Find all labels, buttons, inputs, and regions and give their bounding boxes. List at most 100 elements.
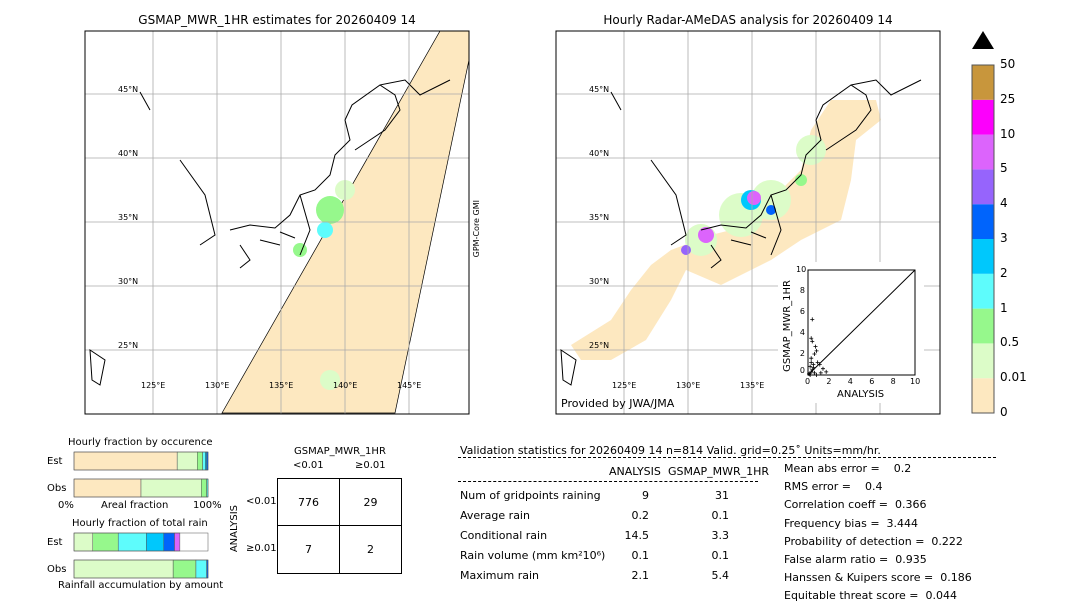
lat-label: 40°N	[589, 149, 610, 158]
bar-frame	[73, 451, 209, 471]
scatter-point	[808, 364, 813, 369]
x-tick: 8	[890, 377, 896, 386]
lat-label: 25°N	[118, 341, 139, 350]
lat-label: 45°N	[118, 85, 139, 94]
est-label: Est	[47, 456, 63, 467]
fraction-segment	[201, 478, 207, 498]
credit: Provided by JWA/JMA	[561, 397, 675, 410]
fraction-segment	[73, 532, 94, 552]
fraction-segment	[92, 532, 119, 552]
rain-area	[751, 180, 791, 220]
colorbar-segment	[972, 343, 994, 379]
x-tick: 4	[847, 377, 853, 386]
fraction-segment	[172, 559, 197, 579]
tick-100: 100%	[193, 500, 222, 511]
lat-label: 25°N	[589, 341, 610, 350]
lat-label: 30°N	[589, 277, 610, 286]
lon-label: 135°E	[740, 381, 765, 390]
scatter-point	[812, 370, 817, 375]
colorbar-segment	[972, 273, 994, 309]
scatter-point	[810, 339, 815, 344]
stat-label: Num of gridpoints raining	[460, 489, 601, 502]
scatter-point	[824, 369, 829, 374]
rain-area	[320, 370, 340, 390]
y-tick: 0	[799, 366, 805, 375]
scatter-point	[811, 365, 816, 370]
fraction-segment	[117, 532, 147, 552]
lat-label: 35°N	[118, 213, 139, 222]
divider	[458, 457, 996, 458]
row-axis-label: ANALYSIS	[229, 505, 240, 553]
cell-11: 2	[339, 525, 402, 574]
colorbar-segment	[972, 239, 994, 274]
rain-fraction-title: Hourly fraction of total rain	[72, 518, 208, 529]
fraction-segment	[195, 559, 207, 579]
score: Frequency bias = 3.444	[784, 516, 919, 530]
scatter-point	[817, 362, 822, 367]
row-label-2: ≥0.01	[246, 543, 277, 554]
colorbar-frame	[971, 64, 995, 414]
stat-value: 0.2	[631, 509, 650, 522]
lon-label: 125°E	[612, 381, 637, 390]
fraction-segment	[176, 451, 198, 471]
x-tick: 6	[869, 377, 875, 386]
stat-value: 0.1	[711, 509, 730, 522]
colorbar-tick: 3	[1000, 231, 1008, 245]
scatter-point	[809, 356, 814, 361]
stat-value: 0.1	[631, 549, 650, 562]
colorbar-tick: 2	[1000, 265, 1008, 280]
colorbar-segment	[972, 65, 994, 100]
left-map-title: GSMAP_MWR_1HR estimates for 20260409 14	[138, 13, 416, 27]
fraction-segment	[146, 532, 165, 552]
cell-01: 29	[339, 478, 402, 526]
colorbar-tick: 0.01	[1000, 370, 1027, 385]
score: Equitable threat score = 0.044	[784, 589, 957, 603]
right-map-title: Hourly Radar-AMeDAS analysis for 2026040…	[603, 13, 893, 27]
lat-label: 45°N	[589, 85, 610, 94]
score: False alarm ratio = 0.935	[784, 553, 927, 566]
rain-area	[316, 196, 344, 224]
rain-area	[317, 222, 333, 238]
fraction-segment	[202, 451, 206, 471]
lon-label: 135°E	[269, 381, 294, 390]
x-tick: 2	[826, 377, 832, 386]
rain-area	[766, 205, 776, 215]
scatter-point	[818, 370, 823, 375]
colorbar-tick: 25	[1000, 91, 1016, 106]
rain-area	[681, 245, 691, 255]
scatter-point	[809, 336, 814, 341]
y-tick: 4	[799, 328, 805, 337]
fraction-segment	[163, 532, 175, 552]
lon-label: 130°E	[205, 381, 230, 390]
rain-area	[795, 174, 807, 186]
scatter-point	[810, 317, 815, 322]
scatter-point	[809, 369, 814, 374]
scatter-point	[815, 360, 820, 365]
stat-label: Rain volume (mm km²10⁶)	[460, 549, 606, 562]
score: Probability of detection = 0.222	[784, 534, 963, 548]
scatter-point	[812, 352, 817, 356]
map-frame	[555, 30, 941, 415]
stat-value: 9	[642, 489, 649, 502]
scatter-point	[813, 344, 818, 349]
colorbar-segment	[972, 169, 994, 205]
coastline	[89, 79, 451, 386]
lon-label: 130°E	[676, 381, 701, 390]
stats-header: Validation statistics for 20260409 14 n=…	[460, 444, 881, 457]
stat-value: 14.5	[624, 529, 650, 542]
coastline	[560, 79, 922, 386]
sensor-label: GPM-Core GMI	[472, 200, 481, 258]
colorbar-tick: 0.5	[1000, 335, 1020, 350]
areal-label: Areal fraction	[101, 500, 169, 511]
bar-frame	[73, 559, 209, 579]
col-label-1: <0.01	[293, 460, 324, 471]
rain-accum-label: Rainfall accumulation by amount	[58, 580, 224, 591]
scatter-point	[809, 360, 814, 365]
fraction-segment	[73, 478, 142, 498]
rain-area	[747, 191, 761, 205]
stat-value: 3.3	[711, 529, 730, 542]
colorbar-segment	[972, 134, 994, 170]
scatter-point	[814, 348, 819, 353]
colorbar-tick: 4	[1000, 196, 1008, 211]
stat-label: Conditional rain	[460, 529, 548, 542]
